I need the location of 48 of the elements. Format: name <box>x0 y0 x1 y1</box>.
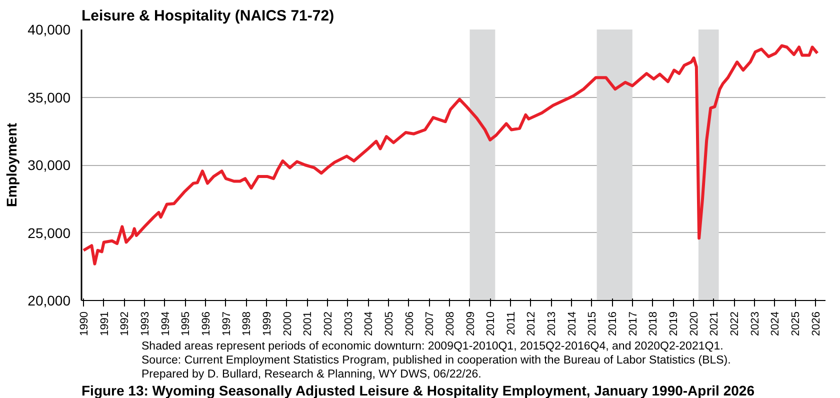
x-tick-label: 2010 <box>485 311 498 336</box>
x-tick-label: 2001 <box>302 311 314 336</box>
source-note: Source: Current Employment Statistics Program, published in cooperation with the Bureau of Labor Statistics (BLS). <box>142 354 731 366</box>
y-tick-label: 40,000 <box>28 22 71 38</box>
x-tick-label: 2024 <box>770 311 782 336</box>
x-tick-label: 1990 <box>78 311 91 336</box>
x-tick-label: 2004 <box>363 311 376 336</box>
x-tick-label: 1997 <box>220 311 233 336</box>
x-tick-label: 2019 <box>668 311 680 336</box>
x-tick-label: 2009 <box>464 311 477 336</box>
x-tick-label: 2002 <box>322 311 334 336</box>
x-tick-label: 2007 <box>424 311 436 336</box>
x-tick-label: 2013 <box>546 311 558 336</box>
x-tick-label: 2005 <box>383 311 396 336</box>
y-tick-label: 35,000 <box>28 89 71 106</box>
x-tick-label: 1996 <box>200 311 212 336</box>
x-tick-label: 2025 <box>790 311 802 336</box>
x-tick-label: 1995 <box>180 311 192 336</box>
x-tick-label: 2015 <box>586 311 599 336</box>
x-tick-label: 2026 <box>810 311 822 336</box>
x-tick-label: 2020 <box>688 311 700 336</box>
x-tick-label: 2006 <box>404 311 416 336</box>
x-tick-label: 1999 <box>261 311 274 336</box>
x-tick-label: 2014 <box>566 311 578 336</box>
x-tick-label: 2023 <box>749 311 762 336</box>
text: Shaded areas represent periods of economic downturn: 2009Q1-2010Q1, 2015Q2-2016Q4, and 2020Q2-2021Q1. <box>142 340 724 352</box>
chart-title: Leisure & Hospitality (NAICS 71-72) <box>82 8 334 24</box>
x-tick-label: 2017 <box>627 311 640 336</box>
x-tick-label: 2022 <box>729 311 742 336</box>
y-tick-label: 30,000 <box>28 157 71 173</box>
x-tick-label: 1992 <box>119 311 132 336</box>
x-tick-label: 2012 <box>526 311 538 336</box>
x-tick-label: 1993 <box>140 311 152 336</box>
x-tick-label: 2003 <box>342 311 355 336</box>
x-tick-label: 2008 <box>444 311 456 336</box>
y-tick-label: 20,000 <box>28 292 71 308</box>
text: Prepared by D. Bullard, Research & Planning, WY DWS, 06/22/26. <box>142 368 482 380</box>
x-tick-label: 2021 <box>708 311 721 336</box>
x-tick-label: 1991 <box>98 311 111 336</box>
x-tick-label: 2011 <box>505 312 518 336</box>
y-tick-label: 25,000 <box>28 224 71 241</box>
line-series <box>82 44 819 266</box>
x-tick-label: 2018 <box>648 311 660 336</box>
y-axis-title: Employment <box>4 122 20 208</box>
x-tick-label: 1998 <box>241 311 254 336</box>
x-tick-label: 2016 <box>607 311 620 336</box>
x-tick-label: 2000 <box>282 311 294 336</box>
x-tick-label: 1994 <box>160 311 172 336</box>
